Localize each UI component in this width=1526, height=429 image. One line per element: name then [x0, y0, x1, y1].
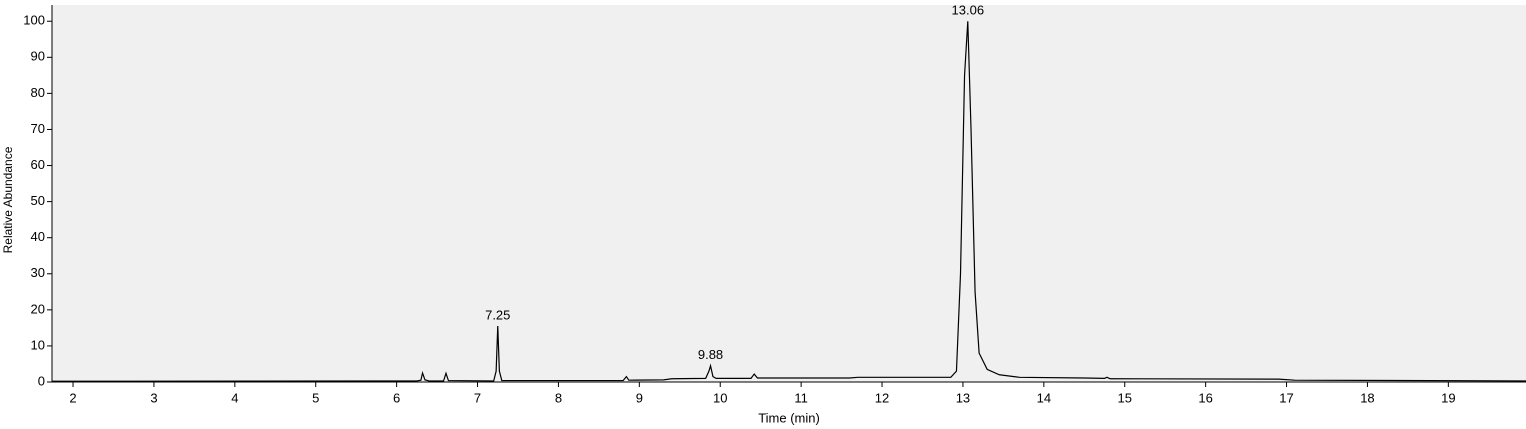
x-tick-label: 16 — [1198, 390, 1212, 405]
y-tick-label: 20 — [31, 301, 45, 316]
x-tick-label: 18 — [1360, 390, 1374, 405]
x-tick-label: 14 — [1037, 390, 1051, 405]
x-tick-label: 12 — [875, 390, 889, 405]
x-tick-label: 6 — [393, 390, 400, 405]
x-tick-label: 7 — [474, 390, 481, 405]
peak-label: 9.88 — [698, 347, 723, 362]
x-tick-label: 11 — [794, 390, 808, 405]
x-tick-label: 2 — [69, 390, 76, 405]
x-tick-label: 8 — [555, 390, 562, 405]
x-tick-label: 15 — [1118, 390, 1132, 405]
x-tick-label: 9 — [636, 390, 643, 405]
x-tick-label: 19 — [1441, 390, 1455, 405]
y-tick-label: 60 — [31, 157, 45, 172]
trace-line — [51, 21, 1526, 382]
y-axis-label: Relative Abundance — [1, 146, 15, 253]
y-tick-label: 90 — [31, 49, 45, 64]
y-tick-label: 100 — [23, 13, 45, 28]
x-tick-label: 13 — [956, 390, 970, 405]
peak-label: 7.25 — [485, 308, 510, 323]
y-tick-label: 70 — [31, 121, 45, 136]
y-tick-label: 80 — [31, 85, 45, 100]
x-tick-label: 10 — [713, 390, 727, 405]
y-tick-label: 10 — [31, 337, 45, 352]
y-tick-label: 0 — [38, 373, 45, 388]
x-tick-label: 5 — [312, 390, 319, 405]
x-tick-label: 3 — [150, 390, 157, 405]
y-tick-label: 30 — [31, 265, 45, 280]
peak-label: 13.06 — [952, 3, 985, 18]
x-tick-label: 17 — [1279, 390, 1293, 405]
x-tick-label: 4 — [231, 390, 238, 405]
plot-area — [52, 5, 1526, 382]
y-tick-label: 40 — [31, 229, 45, 244]
x-axis-label: Time (min) — [758, 410, 820, 425]
y-tick-label: 50 — [31, 193, 45, 208]
